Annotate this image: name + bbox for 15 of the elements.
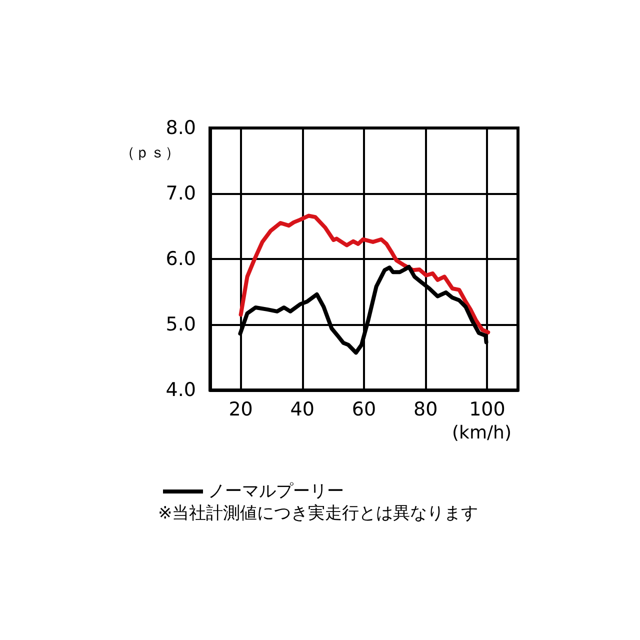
x-tick-label: 40 [290,398,314,420]
x-axis-title: (km/h) [452,422,512,444]
text: ※当社計測値につき実走行とは異なります [158,504,478,524]
x-tick-label: 80 [414,398,438,420]
y-tick-label: 4.0 [166,379,196,401]
x-tick-label: 20 [228,398,253,420]
line-series [238,214,490,334]
y-tick-label: 5.0 [166,314,196,336]
y-tick-label: 7.0 [166,182,196,204]
x-tick-label: 60 [352,398,376,420]
y-tick-label: 6.0 [166,248,196,270]
legend-label: ノーマルプーリー [208,482,344,502]
y-axis-title: （ｐｓ） [120,144,180,162]
y-tick-label: 8.0 [166,117,196,139]
x-tick-label: 100 [469,398,506,420]
